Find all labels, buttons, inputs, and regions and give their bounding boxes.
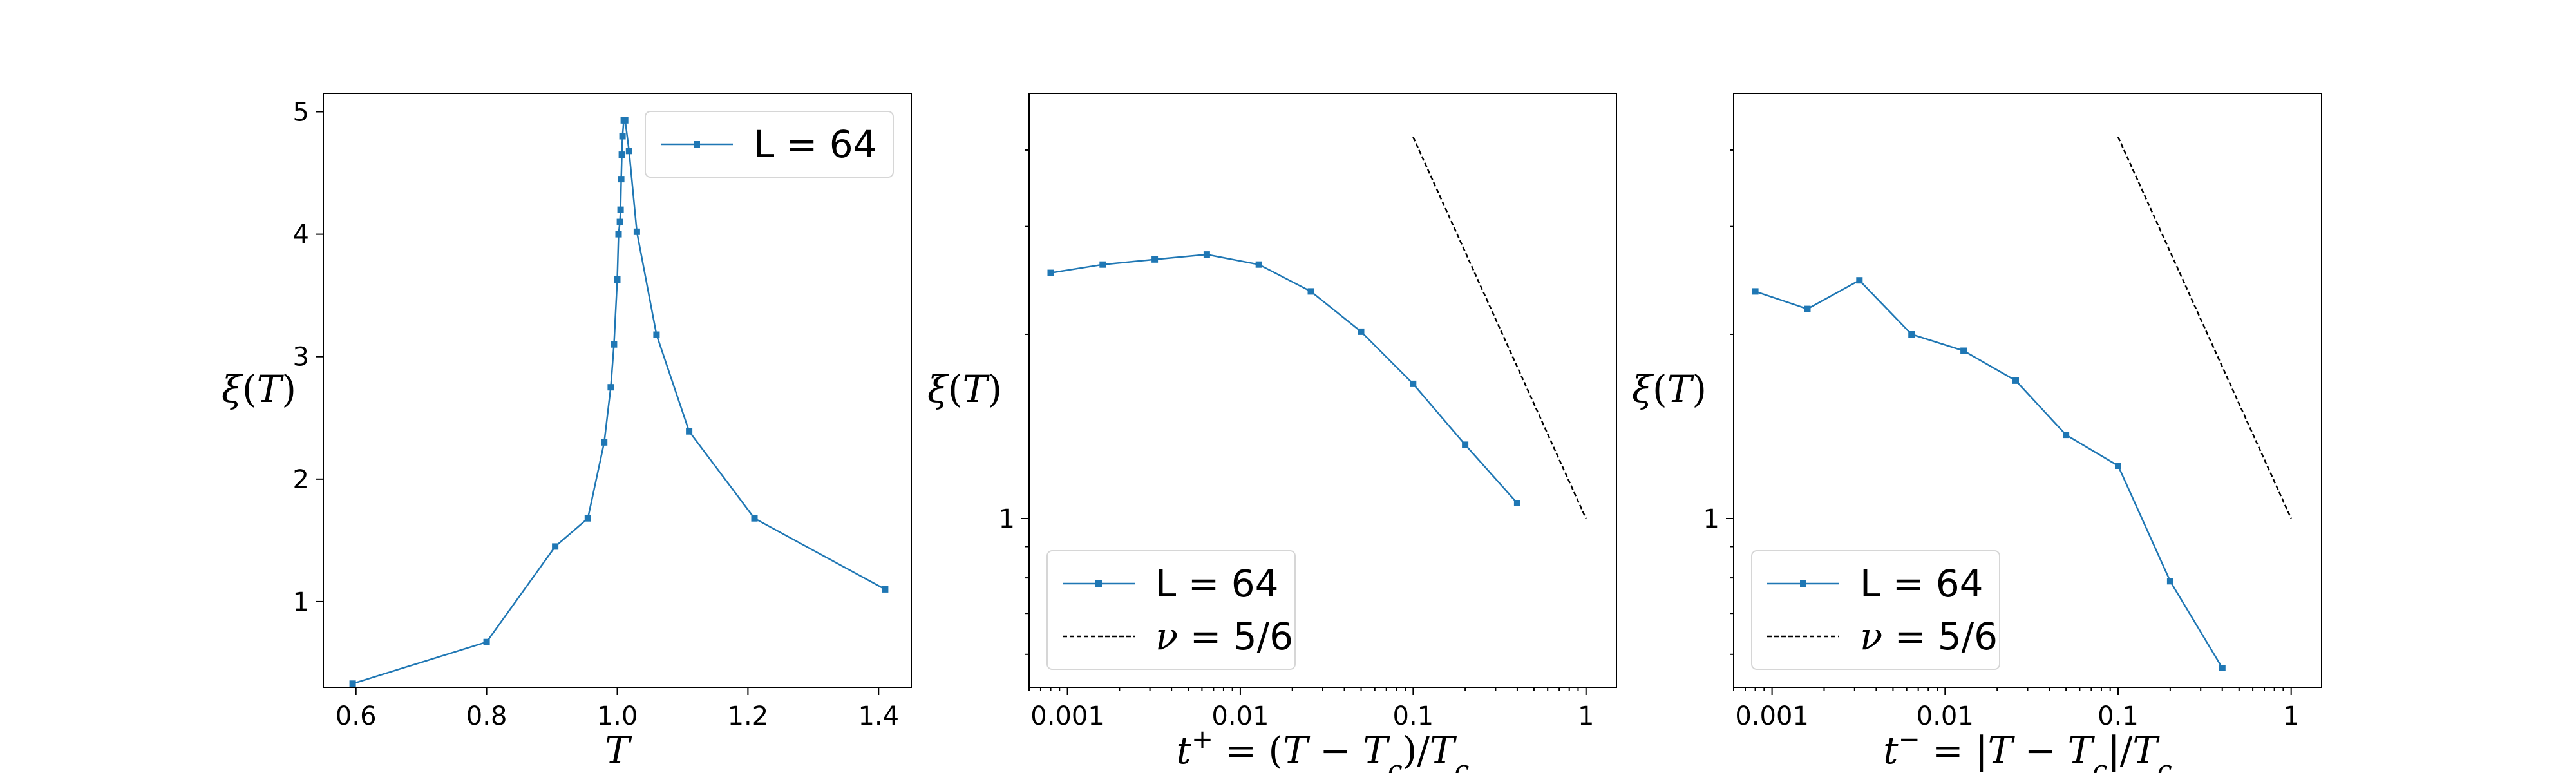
data-point [1752, 288, 1759, 295]
data-point [1513, 500, 1520, 506]
data-point [1047, 269, 1054, 276]
legend-entry-label: ν = 5/6 [1155, 615, 1293, 658]
data-point [1462, 441, 1469, 448]
y-tick-label: 2 [293, 465, 309, 495]
x-tick-label: 0.01 [1917, 701, 1974, 731]
x-tick-label: 1.4 [858, 701, 899, 731]
data-point [621, 117, 629, 124]
x-tick-label: 0.8 [466, 701, 507, 731]
data-point [625, 148, 632, 155]
legend-handle-marker [1095, 580, 1102, 587]
data-point [686, 428, 693, 435]
x-axis-label: t− = |T − Tc|/Tc [1883, 723, 2172, 773]
series-line-L64 [1050, 253, 1518, 504]
legend-entry-label: L = 64 [1860, 562, 1984, 606]
y-tick-label: 1 [1703, 504, 1719, 534]
data-point [1099, 261, 1106, 268]
series-line-L64 [1755, 279, 2223, 669]
data-point [552, 543, 559, 550]
data-point [601, 439, 608, 446]
data-point [618, 151, 625, 158]
x-tick-label: 1.0 [597, 701, 638, 731]
y-axis-label: ξ(T) [222, 367, 296, 411]
y-tick-label: 1 [293, 587, 309, 617]
data-point [584, 515, 591, 522]
legend-box [1046, 550, 1296, 670]
legend-entry-label: L = 64 [1155, 562, 1279, 606]
legend-box [645, 111, 894, 178]
data-point [2219, 665, 2226, 671]
data-point [349, 680, 356, 687]
y-tick-label: 4 [293, 220, 309, 250]
data-point [2012, 377, 2019, 384]
reference-line-nu [2117, 137, 2292, 519]
data-point [2063, 432, 2070, 439]
data-point [1960, 347, 1967, 354]
x-tick-label: 1.2 [728, 701, 769, 731]
y-tick-label: 5 [293, 98, 309, 128]
x-tick-label: 1 [2283, 701, 2299, 731]
data-point [1358, 328, 1365, 335]
data-point [1203, 251, 1210, 258]
data-point [1856, 277, 1863, 284]
data-point [615, 231, 622, 238]
legend-entry-label: L = 64 [753, 122, 877, 166]
series-line-L64 [352, 119, 886, 685]
legend-handle-marker [694, 141, 700, 148]
x-tick-label: 0.6 [336, 701, 377, 731]
x-tick-label: 1 [1578, 701, 1594, 731]
data-point [633, 228, 640, 235]
chart-panel-2: 0.001 0.01 0.1 1 1 t+ = (T − Tc)/Tc ξ(T) L = 64… [927, 93, 1617, 773]
y-axis-label: ξ(T) [927, 367, 1002, 411]
data-point [483, 638, 490, 645]
x-axis-label: T [605, 729, 632, 772]
chart-panel-1: 0.6 0.8 1.0 1.2 1.4 1 2 3 4 5 Tξ(T) L = 64 [222, 93, 912, 772]
y-tick-label: 1 [999, 504, 1015, 534]
y-tick-label: 3 [293, 343, 309, 372]
x-tick-label: 0.01 [1211, 701, 1269, 731]
data-point [618, 176, 625, 183]
y-axis-label: ξ(T) [1632, 367, 1707, 411]
data-point [1151, 256, 1159, 263]
data-point [653, 331, 660, 338]
data-point [1908, 331, 1915, 338]
legend-handle-marker [1800, 580, 1806, 587]
data-point [619, 133, 626, 140]
x-tick-label: 0.1 [1393, 701, 1434, 731]
data-point [2166, 578, 2174, 585]
x-axis-label: t+ = (T − Tc)/Tc [1177, 723, 1470, 773]
reference-line-nu [1412, 137, 1587, 519]
data-point [882, 586, 889, 593]
data-point [751, 515, 758, 522]
legend-box [1751, 550, 2000, 670]
data-point [617, 206, 624, 213]
data-point [1307, 288, 1314, 295]
data-point [607, 384, 614, 391]
x-tick-label: 0.001 [1735, 701, 1809, 731]
data-point [614, 276, 621, 283]
data-point [1255, 261, 1262, 268]
axes-frame [323, 93, 912, 688]
data-point [1410, 380, 1417, 387]
data-point [616, 218, 623, 225]
legend-entry-label: ν = 5/6 [1860, 615, 1998, 658]
data-point [611, 341, 618, 348]
data-point [1804, 305, 1811, 312]
x-tick-label: 0.1 [2098, 701, 2139, 731]
x-tick-label: 0.001 [1030, 701, 1104, 731]
chart-panel-3: 0.001 0.01 0.1 1 1 t− = |T − Tc|/Tc ξ(T) L = 64… [1632, 93, 2322, 773]
data-point [2115, 463, 2121, 469]
